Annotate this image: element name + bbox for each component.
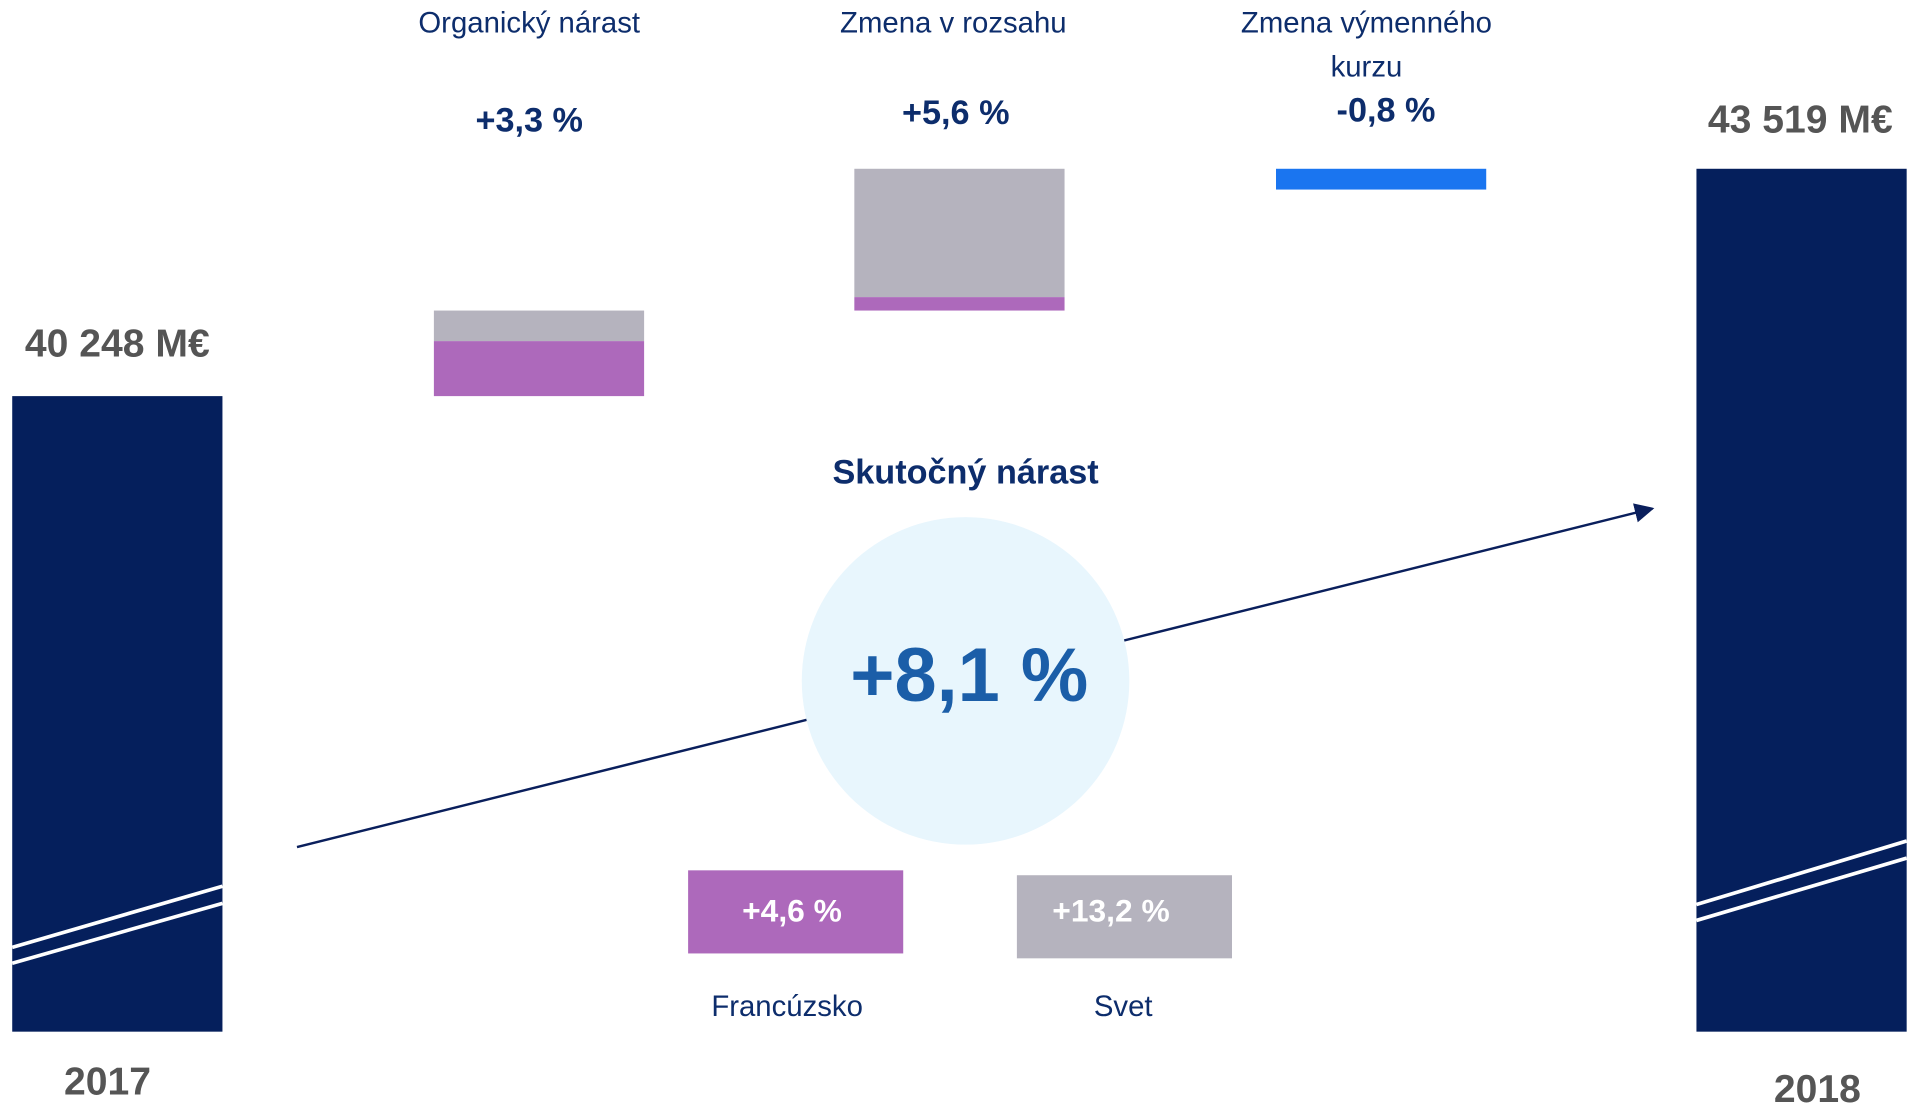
end-year: 2018 (1774, 1068, 1861, 1110)
organic-france (433, 341, 645, 397)
scope-france (854, 297, 1065, 311)
step-change: +3,3 % (475, 101, 583, 139)
step-change: +5,6 % (902, 94, 1010, 132)
step-label: Zmena v rozsahu (840, 6, 1067, 39)
total-circle (801, 517, 1130, 845)
break-line (11, 884, 223, 950)
total-change: +8,1 % (850, 633, 1088, 718)
step-label: Organický nárast (418, 6, 640, 39)
step-label: kurzu (1331, 50, 1403, 83)
start-value: 40 248 M€ (25, 322, 210, 365)
start-year: 2017 (64, 1061, 151, 1104)
break-line (1695, 839, 1908, 907)
start-bar (12, 396, 223, 1032)
end-bar (1696, 168, 1907, 1032)
france-change: +4,6 % (742, 893, 842, 929)
total-title: Skutočný nárast (832, 453, 1098, 491)
fx-bar (1276, 168, 1487, 190)
break-line (11, 901, 223, 965)
world-change: +13,2 % (1052, 893, 1169, 929)
france-label: Francúzsko (711, 990, 863, 1023)
scope-world (854, 168, 1065, 298)
world-label: Svet (1094, 990, 1153, 1023)
break-line (1695, 856, 1908, 923)
france-box (688, 870, 904, 954)
end-value: 43 519 M€ (1708, 99, 1893, 142)
step-change: -0,8 % (1337, 92, 1436, 130)
step-label: Zmena výmenného (1241, 6, 1492, 39)
world-box (1016, 875, 1232, 959)
organic-world (433, 310, 645, 342)
